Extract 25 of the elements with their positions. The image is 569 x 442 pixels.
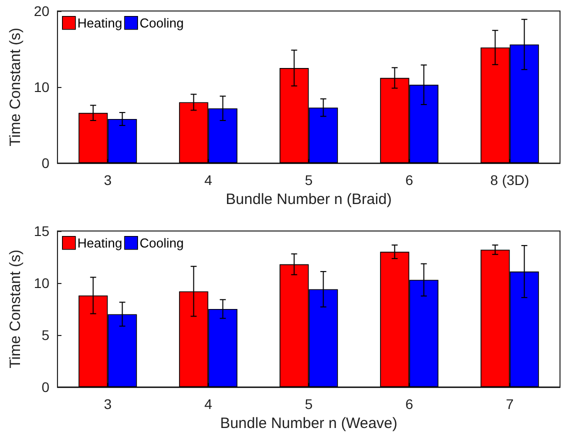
y-tick-label: 20 <box>34 3 50 19</box>
legend-label: Heating <box>77 15 122 30</box>
y-axis-title: Time Constant (s) <box>7 28 24 146</box>
legend-label: Cooling <box>140 15 184 30</box>
x-axis-title: Bundle Number n (Braid) <box>226 191 392 208</box>
y-tick-label: 10 <box>34 275 50 291</box>
x-tick-label: 6 <box>405 172 414 188</box>
x-tick-label: 4 <box>204 396 212 412</box>
y-tick-label: 5 <box>42 327 50 343</box>
legend-label: Heating <box>77 235 122 250</box>
x-tick-label: 7 <box>506 396 514 412</box>
x-tick-label: 4 <box>204 172 212 188</box>
x-tick-label: 8 (3D) <box>490 172 530 188</box>
y-axis-title: Time Constant (s) <box>7 250 24 368</box>
legend-label: Cooling <box>140 235 184 250</box>
x-tick-label: 5 <box>304 396 313 412</box>
x-tick-label: 6 <box>405 396 414 412</box>
x-axis-title: Bundle Number n (Weave) <box>220 414 398 432</box>
y-tick-label: 10 <box>34 79 50 96</box>
y-tick-label: 0 <box>42 155 50 172</box>
y-tick-label: 15 <box>34 223 50 239</box>
x-tick-label: 3 <box>104 396 112 412</box>
y-tick-label: 0 <box>42 379 50 395</box>
x-tick-label: 3 <box>104 172 112 188</box>
x-tick-label: 5 <box>304 172 313 188</box>
